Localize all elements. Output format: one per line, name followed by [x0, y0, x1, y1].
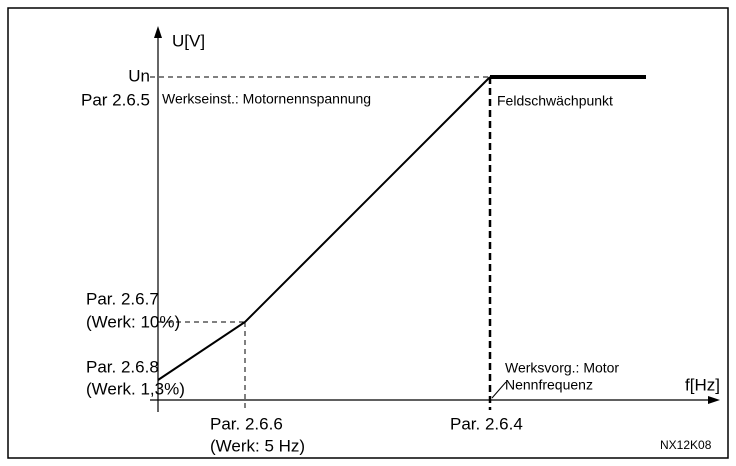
leader — [491, 381, 507, 399]
label: (Werk: 10%) — [86, 312, 180, 331]
label: Par. 2.6.4 — [450, 414, 523, 433]
label: Par. 2.6.6 — [210, 414, 283, 433]
label: Werksvorg.: Motor — [505, 360, 619, 376]
label: Par. 2.6.7 — [86, 289, 159, 308]
frame — [7, 7, 729, 459]
label: Nennfrequenz — [505, 377, 593, 393]
label: Feldschwächpunkt — [497, 93, 613, 109]
y-arrow — [154, 26, 162, 38]
label: (Werk. 1,3%) — [86, 379, 185, 398]
label: (Werk: 5 Hz) — [210, 436, 305, 455]
y-label: U[V] — [172, 31, 205, 50]
label: Un — [128, 66, 150, 85]
x-arrow — [708, 396, 720, 404]
x-label: f[Hz] — [685, 375, 720, 394]
label: Werkseinst.: Motornennspannung — [162, 91, 371, 107]
label: Par. 2.6.8 — [86, 357, 159, 376]
code: NX12K08 — [660, 438, 712, 452]
label: Par 2.6.5 — [81, 90, 150, 109]
vf-curve — [157, 76, 491, 381]
